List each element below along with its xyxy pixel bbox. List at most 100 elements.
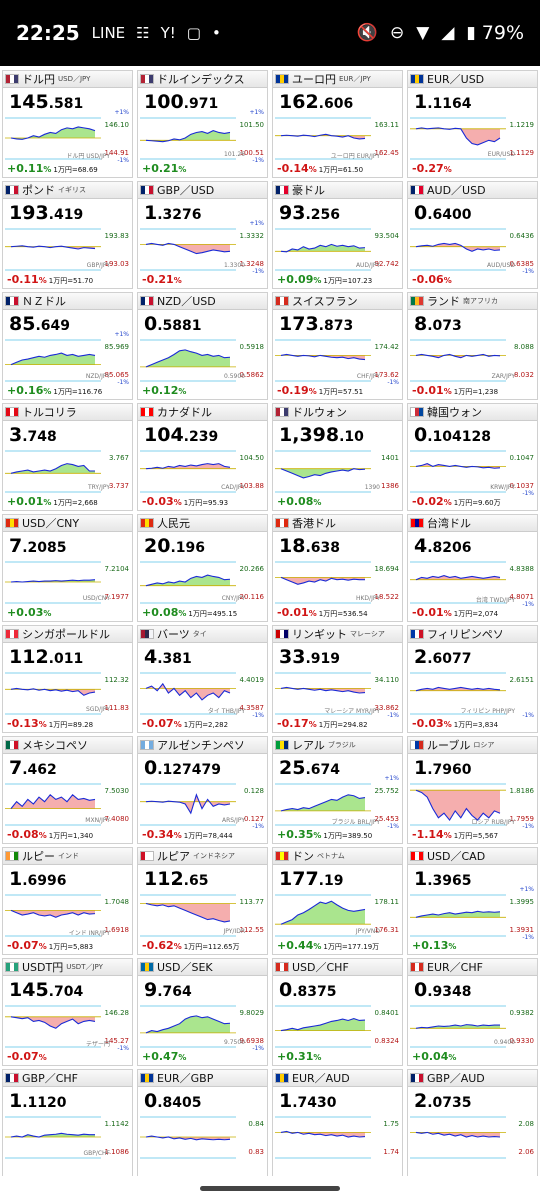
currency-card[interactable]: 香港ドル 18.638 18.694 18.522 HKD/JPY -0.01% 1万円=5… bbox=[272, 514, 403, 622]
currency-card[interactable]: アルゼンチンペソ 0.127479 0.128 0.127 -1% ARS/JPY -0.3… bbox=[137, 736, 268, 844]
sparkline-chart bbox=[410, 672, 506, 715]
per-10000-yen-note: 1万円=2,282 bbox=[183, 721, 229, 729]
currency-card[interactable]: バーツ タイ 4.381 4.4019 4.3587 -1% タイ THB/JPY -0.07… bbox=[137, 625, 268, 733]
change-area bbox=[281, 244, 365, 252]
change-area bbox=[281, 468, 365, 478]
currency-card[interactable]: NZD／USD 0.5881 0.5918 0.5862 0.5900 +0.12% bbox=[137, 292, 268, 400]
currency-card[interactable]: レアル ブラジル 25.674 25.752 25.453 +1% -1% ブラジル BRL/… bbox=[272, 736, 403, 844]
per-10000-yen-note: 1万円=294.82 bbox=[318, 721, 368, 729]
card-header: 台湾ドル bbox=[408, 515, 537, 532]
change-percent: +0.13% bbox=[412, 939, 456, 952]
currency-card[interactable]: ポンド イギリス 193.419 193.83 193.03 GBP/JPY -0.11% 1… bbox=[2, 181, 133, 289]
card-header: アルゼンチンペソ bbox=[138, 737, 267, 754]
pair-name: ユーロ円 bbox=[292, 73, 336, 86]
change-value: -0.01 bbox=[412, 384, 444, 397]
sparkline-chart bbox=[140, 1116, 236, 1159]
currency-card[interactable]: ドル円 USD／JPY 145.581 146.10 144.91 +1% -1% ドル円 U… bbox=[2, 70, 133, 178]
currency-card[interactable]: USD／CAD 1.3965 1.3995 1.3931 +1% -1% +0.13% bbox=[407, 847, 538, 955]
currency-card[interactable]: 台湾ドル 4.8206 4.8388 4.8071 -1% 台湾 TWD/JPY -0.01… bbox=[407, 514, 538, 622]
card-header: リンギット マレーシア bbox=[273, 626, 402, 643]
card-header: ドルインデックス bbox=[138, 71, 267, 88]
pair-name: トルコリラ bbox=[22, 406, 77, 419]
signal-icon: ◢ bbox=[441, 23, 455, 43]
price-value: 177.19 bbox=[279, 868, 343, 890]
currency-card[interactable]: ルピア インドネシア 112.65 113.77 112.55 JPY/IDR -0.62%… bbox=[137, 847, 268, 955]
currency-card[interactable]: EUR／AUD 1.7430 1.75 1.74 bbox=[272, 1069, 403, 1177]
currency-card[interactable]: ルーブル ロシア 1.7960 1.8186 1.7959 -1% ロシア RUB/JPY -… bbox=[407, 736, 538, 844]
high-value: 7.2104 bbox=[104, 565, 130, 573]
gesture-nav-bar[interactable] bbox=[0, 1176, 540, 1200]
home-handle[interactable] bbox=[200, 1185, 340, 1191]
change-value: -0.34 bbox=[142, 828, 174, 841]
change-area bbox=[11, 794, 95, 809]
flag-icon bbox=[410, 962, 424, 972]
currency-card[interactable]: EUR／CHF 0.9348 0.9382 0.9330 0.9400 +0.04% bbox=[407, 958, 538, 1066]
currency-card[interactable]: ＮＺドル 85.649 85.969 85.065 +1% -1% NZD/JPY +0.16… bbox=[2, 292, 133, 400]
currency-card[interactable]: USD／CNY 7.2085 7.2104 7.1977 USD/CNY +0.03% bbox=[2, 514, 133, 622]
high-value: 25.752 bbox=[374, 787, 400, 795]
currency-card[interactable]: 韓国ウォン 0.104128 0.1047 0.1037 -1% KRW/JPY -0.02… bbox=[407, 403, 538, 511]
price-fraction: .196 bbox=[170, 540, 205, 556]
change-value: +0.44 bbox=[277, 939, 314, 952]
currency-card[interactable]: ドルウォン 1,398.10 1401 1386 1390 +0.08% bbox=[272, 403, 403, 511]
currency-card[interactable]: GBP／AUD 2.0735 2.08 2.06 bbox=[407, 1069, 538, 1177]
change-percent: +0.21% bbox=[142, 162, 186, 175]
card-header: USD／CAD bbox=[408, 848, 537, 865]
sparkline-chart bbox=[410, 561, 506, 604]
price-fraction: .674 bbox=[305, 762, 340, 778]
price-value: 193.419 bbox=[9, 202, 83, 224]
currency-card[interactable]: カナダドル 104.239 104.50 103.88 CAD/JPY -0.03% 1万円… bbox=[137, 403, 268, 511]
pair-name: EUR／GBP bbox=[157, 1072, 214, 1085]
high-value: 174.42 bbox=[374, 343, 400, 351]
currency-card[interactable]: GBP／USD 1.3276 1.3332 1.3248 +1% -1% 1.3300 -0.… bbox=[137, 181, 268, 289]
minus-one-percent-label: -1% bbox=[387, 823, 399, 830]
pair-code: CNY/JPY bbox=[221, 595, 245, 602]
currency-card[interactable]: 人民元 20.196 20.266 20.116 CNY/JPY +0.08% 1万円=49… bbox=[137, 514, 268, 622]
currency-card[interactable]: ランド 南アフリカ 8.073 8.088 8.032 ZAR/JPY -0.01% 1万円=… bbox=[407, 292, 538, 400]
currency-card[interactable]: EUR／USD 1.1164 1.1219 1.1129 EUR/USD -0.27% bbox=[407, 70, 538, 178]
high-value: 93.504 bbox=[374, 232, 400, 240]
high-value: 113.77 bbox=[239, 898, 265, 906]
card-header: GBP／CHF bbox=[3, 1070, 132, 1087]
flag-icon bbox=[275, 740, 289, 750]
pair-code: ZAR/JPY bbox=[491, 373, 515, 380]
currency-card[interactable]: USDT円 USDT／JPY 145.704 146.28 145.27 -1% テザー円 -… bbox=[2, 958, 133, 1066]
price-integer: 193 bbox=[9, 202, 49, 224]
currency-card[interactable]: GBP／CHF 1.1120 1.1142 1.1086 GBP/CHF bbox=[2, 1069, 133, 1177]
currency-card[interactable]: ルピー インド 1.6996 1.7048 1.6918 インド INR/JPY -0.07… bbox=[2, 847, 133, 955]
currency-card[interactable]: USD／CHF 0.8375 0.8401 0.8324 +0.31% bbox=[272, 958, 403, 1066]
currency-card[interactable]: AUD／USD 0.6400 0.6436 0.6385 -1% AUD/USD -0.06… bbox=[407, 181, 538, 289]
sparkline-chart bbox=[5, 561, 101, 604]
currency-card[interactable]: リンギット マレーシア 33.919 34.110 33.862 -1% マレーシア MYR… bbox=[272, 625, 403, 733]
currency-card[interactable]: メキシコペソ 7.462 7.5030 7.4080 MXN/JPY -0.08% 1万円=… bbox=[2, 736, 133, 844]
change-value: -0.07 bbox=[7, 939, 39, 952]
currency-card[interactable]: シンガポールドル 112.011 112.32 111.83 SGD/JPY -0.13%… bbox=[2, 625, 133, 733]
sparkline-chart bbox=[140, 561, 236, 604]
high-value: 112.32 bbox=[104, 676, 130, 684]
currency-card[interactable]: 豪ドル 93.256 93.504 92.742 AUD/JPY +0.09% 1万円=10… bbox=[272, 181, 403, 289]
change-area bbox=[11, 463, 95, 474]
price-integer: 1 bbox=[9, 868, 23, 890]
currency-card[interactable]: トルコリラ 3.748 3.767 3.737 TRY/JPY +0.01% 1万円=2,6… bbox=[2, 403, 133, 511]
price-line bbox=[10, 579, 96, 583]
price-fraction: .1120 bbox=[22, 1095, 67, 1111]
currency-card[interactable]: フィリピンペソ 2.6077 2.6151 -1% フィリピン PHP/JPY -0.03… bbox=[407, 625, 538, 733]
price-integer: 9 bbox=[144, 979, 158, 1001]
change-percent: -0.27% bbox=[412, 162, 452, 175]
currency-card[interactable]: スイスフラン 173.873 174.42 173.62 -1% CHF/JPY -0.19… bbox=[272, 292, 403, 400]
change-percent: -0.17% 1万円=294.82 bbox=[277, 717, 368, 730]
currency-card[interactable]: ドン ベトナム 177.19 178.11 176.31 JPY/VND +0.44% 1万円… bbox=[272, 847, 403, 955]
sparkline-chart bbox=[5, 894, 101, 937]
change-unit: % bbox=[38, 831, 47, 840]
currency-card[interactable]: ドルインデックス 100.971 101.50 100.51 +1% -1% 101.26 +… bbox=[137, 70, 268, 178]
pair-name: USD／CAD bbox=[427, 850, 486, 863]
low-value: 0.1037 bbox=[509, 482, 535, 490]
currency-card[interactable]: USD／SEK 9.764 9.8029 9.6938 -1% 9.7500 +0.47% bbox=[137, 958, 268, 1066]
pair-name: フィリピンペソ bbox=[427, 628, 504, 641]
currency-card[interactable]: EUR／GBP 0.8405 0.84 0.83 bbox=[137, 1069, 268, 1177]
price-line bbox=[280, 1018, 366, 1032]
price-fraction: .6077 bbox=[427, 651, 472, 667]
currency-card[interactable]: ユーロ円 EUR／JPY 162.606 163.11 162.45 ユーロ円 EUR/J… bbox=[272, 70, 403, 178]
high-value: 1.3995 bbox=[509, 898, 535, 906]
card-header: ランド 南アフリカ bbox=[408, 293, 537, 310]
